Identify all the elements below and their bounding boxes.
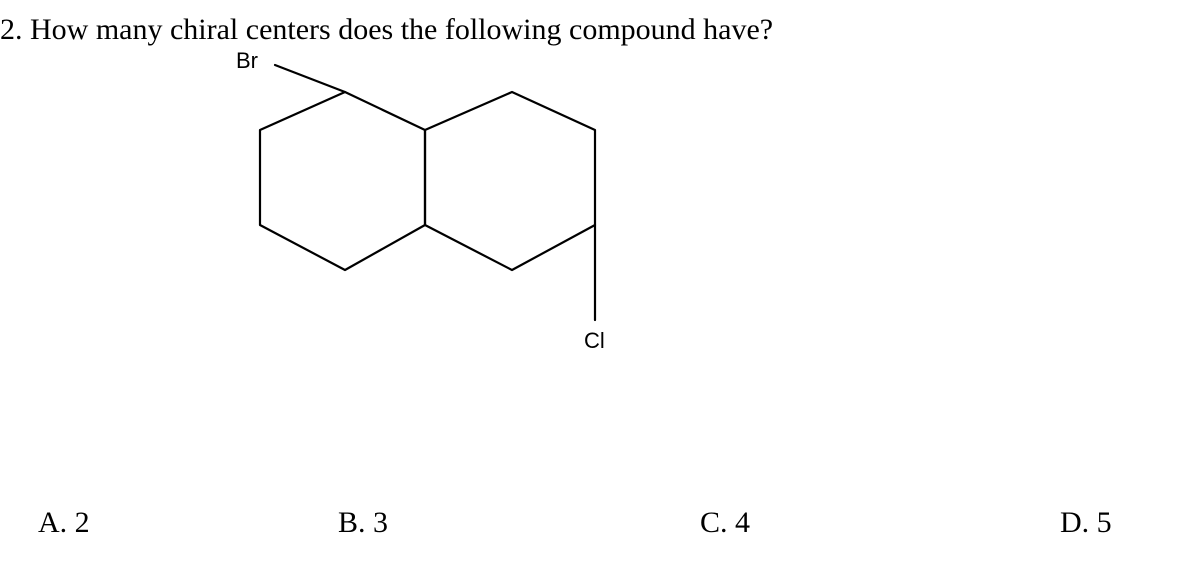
svg-text:Br: Br (236, 50, 258, 73)
option-d[interactable]: D. 5 (1060, 505, 1112, 541)
option-b[interactable]: B. 3 (338, 505, 388, 541)
page: 2. How many chiral centers does the foll… (0, 0, 1200, 581)
question-text: 2. How many chiral centers does the foll… (0, 12, 773, 48)
question-body: How many chiral centers does the followi… (30, 13, 773, 46)
option-c[interactable]: C. 4 (700, 505, 750, 541)
question-number: 2. (0, 13, 23, 46)
molecule-diagram: Br Cl (200, 50, 660, 390)
answer-options: A. 2 B. 3 C. 4 D. 5 (0, 505, 1200, 555)
molecule-svg: Br Cl (200, 50, 660, 390)
option-a[interactable]: A. 2 (38, 505, 90, 541)
svg-text:Cl: Cl (584, 328, 605, 353)
